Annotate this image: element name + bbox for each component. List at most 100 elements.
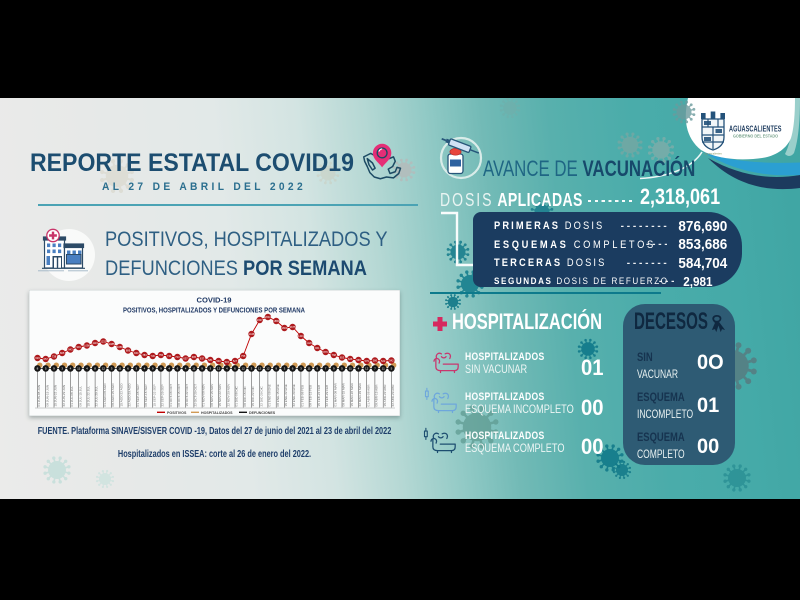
svg-text:08 ABR-15 ABR: 08 ABR-15 ABR [375, 384, 379, 407]
svg-text:4: 4 [70, 367, 72, 371]
svg-text:15 JUL-22 JUL: 15 JUL-22 JUL [87, 386, 91, 407]
svg-text:943: 943 [68, 348, 73, 352]
svg-text:783: 783 [142, 353, 147, 357]
svg-text:08 JUN-15 JUN: 08 JUN-15 JUN [45, 385, 49, 407]
svg-text:3: 3 [209, 367, 211, 371]
svg-text:6: 6 [127, 367, 129, 371]
svg-text:755: 755 [241, 354, 246, 358]
svg-text:01 MAR-08 MAR: 01 MAR-08 MAR [333, 382, 337, 406]
svg-text:1663: 1663 [282, 326, 288, 330]
svg-text:12: 12 [102, 367, 106, 371]
svg-text:08 NOV-15 NOV: 08 NOV-15 NOV [210, 383, 214, 407]
svg-text:6: 6 [234, 367, 236, 371]
svg-text:723: 723 [175, 355, 180, 359]
svg-text:15 ABR-22 ABR: 15 ABR-22 ABR [383, 384, 387, 407]
svg-text:08 DIC-15 DIC: 08 DIC-15 DIC [243, 385, 247, 406]
svg-text:15 ENE-22 ENE: 15 ENE-22 ENE [284, 384, 288, 406]
svg-text:1880: 1880 [273, 319, 279, 323]
svg-text:586: 586 [373, 359, 378, 363]
svg-text:5: 5 [341, 367, 343, 371]
svg-text:8: 8 [94, 367, 96, 371]
svg-text:11: 11 [192, 367, 195, 371]
svg-text:515: 515 [225, 360, 230, 364]
svg-text:22 MAR-29 MAR: 22 MAR-29 MAR [358, 382, 362, 406]
svg-text:01 AGO-08 AGO: 01 AGO-08 AGO [103, 383, 107, 407]
svg-text:1058: 1058 [117, 345, 123, 349]
svg-text:629: 629 [35, 356, 40, 360]
svg-text:805: 805 [60, 351, 65, 355]
svg-text:01 SEP-08 SEP: 01 SEP-08 SEP [136, 384, 140, 406]
svg-text:DEFUNCIONES: DEFUNCIONES [249, 411, 276, 415]
svg-text:08 JUL-15 JUL: 08 JUL-15 JUL [78, 386, 82, 407]
svg-text:22 DIC-29 DIC: 22 DIC-29 DIC [259, 385, 263, 406]
svg-text:569: 569 [356, 358, 361, 362]
svg-text:08 ENE-15 ENE: 08 ENE-15 ENE [276, 384, 280, 406]
svg-text:01 JUN-08 JUN: 01 JUN-08 JUN [37, 385, 41, 407]
svg-text:15 SEP-22 SEP: 15 SEP-22 SEP [152, 384, 156, 406]
svg-text:579: 579 [365, 359, 370, 363]
svg-text:12: 12 [365, 367, 369, 371]
svg-text:542: 542 [389, 359, 394, 363]
svg-text:1120: 1120 [306, 341, 312, 345]
svg-text:657: 657 [44, 357, 49, 361]
svg-text:6: 6 [292, 367, 294, 371]
svg-text:738: 738 [52, 355, 57, 359]
svg-text:3: 3 [61, 367, 63, 371]
svg-text:637: 637 [200, 357, 205, 361]
svg-text:COVID-19: COVID-19 [196, 296, 231, 305]
svg-text:1085: 1085 [109, 342, 115, 346]
svg-text:22 AGO-29 AGO: 22 AGO-29 AGO [128, 383, 132, 407]
svg-text:08 AGO-15 AGO: 08 AGO-15 AGO [111, 383, 115, 407]
svg-text:11: 11 [349, 367, 352, 371]
svg-text:9: 9 [333, 367, 335, 371]
svg-text:8: 8 [37, 367, 39, 371]
svg-text:22 JUL-29 JUL: 22 JUL-29 JUL [95, 386, 99, 407]
svg-text:3: 3 [251, 367, 253, 371]
svg-text:4: 4 [226, 367, 228, 371]
svg-text:527: 527 [233, 359, 238, 363]
svg-text:15 FEB-22 FEB: 15 FEB-22 FEB [317, 385, 321, 407]
svg-text:08 SEP-15 SEP: 08 SEP-15 SEP [144, 384, 148, 406]
svg-text:768: 768 [332, 353, 337, 357]
svg-text:755: 755 [159, 353, 164, 357]
svg-text:11: 11 [77, 367, 80, 371]
svg-text:961: 961 [315, 346, 320, 350]
svg-text:741: 741 [167, 354, 172, 358]
svg-text:1446: 1446 [249, 332, 255, 336]
svg-text:12: 12 [266, 367, 270, 371]
svg-text:08 OCT-15 OCT: 08 OCT-15 OCT [177, 384, 181, 407]
svg-text:522: 522 [381, 359, 386, 363]
svg-text:9: 9 [53, 367, 55, 371]
svg-text:879: 879 [323, 350, 328, 354]
svg-text:653: 653 [340, 356, 345, 360]
svg-text:08 FEB-15 FEB: 08 FEB-15 FEB [309, 385, 313, 407]
svg-text:889: 889 [126, 349, 131, 353]
svg-text:22 ABR-29 ABR: 22 ABR-29 ABR [391, 384, 395, 407]
svg-text:11: 11 [308, 367, 311, 371]
svg-text:11: 11 [382, 367, 385, 371]
svg-text:4: 4 [185, 367, 187, 371]
svg-text:11: 11 [118, 367, 121, 371]
svg-text:HOSPITALIZADOS: HOSPITALIZADOS [201, 411, 233, 415]
svg-text:22 FEB-29 FEB: 22 FEB-29 FEB [325, 385, 329, 407]
svg-text:15 OCT-22 OCT: 15 OCT-22 OCT [185, 384, 189, 407]
svg-text:22 ENE-29 ENE: 22 ENE-29 ENE [292, 384, 296, 406]
svg-text:581: 581 [208, 358, 213, 362]
svg-text:22 OCT-29 OCT: 22 OCT-29 OCT [194, 384, 198, 407]
svg-text:1937: 1937 [257, 318, 263, 322]
svg-text:9: 9 [160, 367, 162, 371]
svg-text:3: 3 [111, 367, 113, 371]
svg-text:1675: 1675 [290, 325, 296, 329]
svg-text:12: 12 [258, 367, 262, 371]
svg-text:9: 9 [275, 367, 277, 371]
svg-text:736: 736 [151, 354, 156, 358]
svg-text:4: 4 [358, 367, 360, 371]
svg-text:540: 540 [216, 359, 221, 363]
svg-text:08 MAR-15 MAR: 08 MAR-15 MAR [342, 382, 346, 406]
svg-text:22 JUN-29 JUN: 22 JUN-29 JUN [62, 385, 66, 407]
svg-text:22 NOV-29 NOV: 22 NOV-29 NOV [226, 383, 230, 407]
svg-text:15 NOV-22 NOV: 15 NOV-22 NOV [218, 383, 222, 407]
svg-text:01 FEB-08 FEB: 01 FEB-08 FEB [301, 385, 305, 407]
svg-text:12: 12 [242, 367, 246, 371]
svg-text:844: 844 [134, 351, 139, 355]
